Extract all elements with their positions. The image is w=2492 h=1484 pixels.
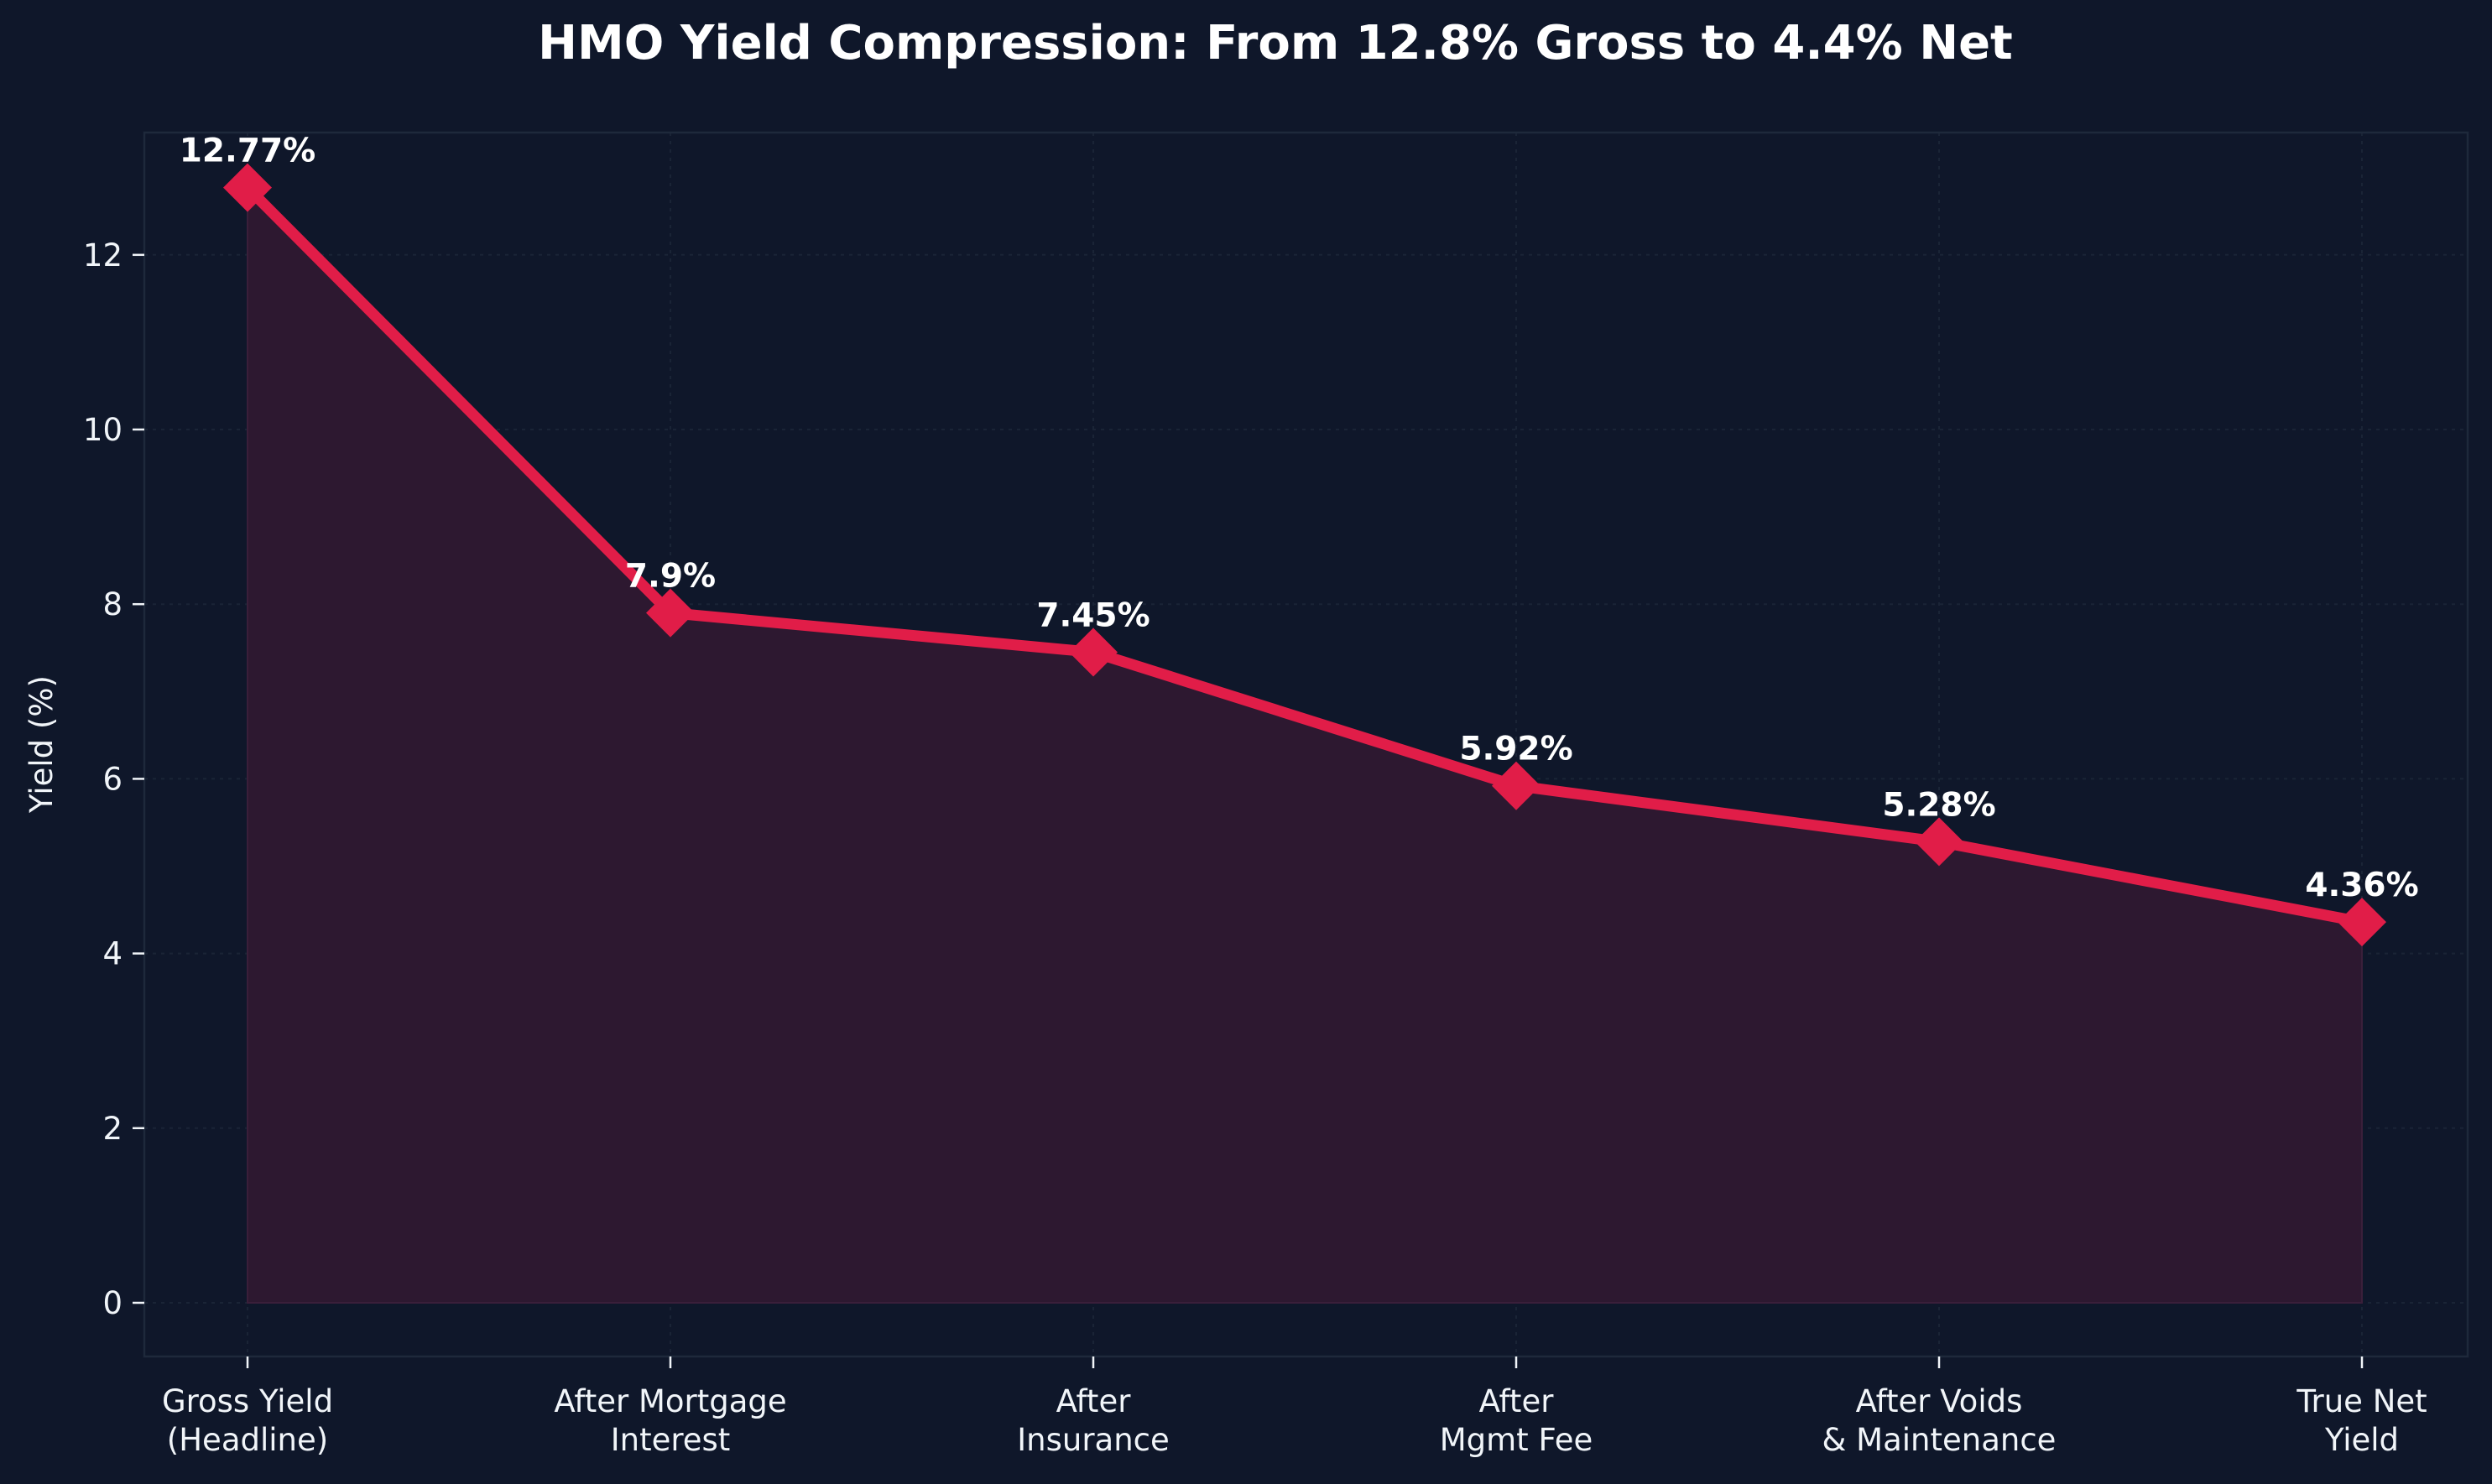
- x-tick-label: After Insurance: [1017, 1383, 1170, 1458]
- x-tick-label-line: & Maintenance: [1822, 1422, 2057, 1458]
- series-line-layer: [242, 182, 2368, 928]
- x-tick-label-line: After Voids: [1856, 1383, 2023, 1419]
- data-label: 7.9%: [625, 558, 716, 596]
- data-marker: [1069, 627, 1118, 677]
- data-label: 5.92%: [1459, 731, 1572, 768]
- data-label: 12.77%: [180, 133, 315, 170]
- data-markers: [223, 163, 2386, 947]
- x-tick-label-line: Gross Yield: [162, 1383, 333, 1419]
- x-tick-label-line: Interest: [611, 1422, 731, 1458]
- data-marker: [1492, 761, 1541, 810]
- plot-border: [143, 131, 2469, 1358]
- data-label: 4.36%: [2305, 867, 2418, 904]
- data-marker: [2338, 898, 2386, 947]
- x-tick-label: After Mortgage Interest: [554, 1383, 786, 1458]
- plot-frame: [143, 131, 2469, 1358]
- axis-ticks: 0 2 4 6 8 10 12 Gross Yield (Headline) After Mort…: [83, 237, 2427, 1458]
- y-tick-label: 4: [102, 936, 123, 972]
- data-label: 7.45%: [1036, 596, 1150, 634]
- x-tick-label-line: (Headline): [167, 1422, 328, 1458]
- y-tick-label: 6: [102, 761, 123, 797]
- x-tick-label-line: After Mortgage: [554, 1383, 786, 1419]
- y-tick-label: 12: [83, 237, 123, 273]
- data-marker: [1915, 817, 1963, 867]
- y-tick-label: 10: [83, 412, 123, 448]
- x-tick-label-line: After: [1056, 1383, 1132, 1419]
- series-line: [242, 182, 2368, 928]
- chart-title: HMO Yield Compression: From 12.8% Gross …: [538, 16, 2013, 70]
- x-tick-label: After Voids & Maintenance: [1822, 1383, 2057, 1458]
- x-tick-label-line: Yield: [2324, 1422, 2399, 1458]
- y-tick-label: 0: [102, 1285, 123, 1321]
- x-tick-label-line: True Net: [2296, 1383, 2427, 1419]
- data-marker: [223, 163, 272, 212]
- y-tick-label: 2: [102, 1111, 123, 1147]
- x-tick-label: Gross Yield (Headline): [162, 1383, 333, 1458]
- x-tick-label: True Net Yield: [2296, 1383, 2427, 1458]
- x-tick-label-line: After: [1479, 1383, 1555, 1419]
- data-marker: [646, 588, 695, 638]
- y-tick-label: 8: [102, 586, 123, 622]
- data-label: 5.28%: [1882, 786, 1995, 824]
- data-labels: 12.77% 7.9% 7.45% 5.92% 5.28% 4.36%: [180, 133, 2419, 904]
- y-axis-label: Yield (%): [23, 675, 60, 814]
- x-tick-label-line: Mgmt Fee: [1440, 1422, 1593, 1458]
- x-tick-label: After Mgmt Fee: [1440, 1383, 1593, 1458]
- x-tick-label-line: Insurance: [1017, 1422, 1170, 1458]
